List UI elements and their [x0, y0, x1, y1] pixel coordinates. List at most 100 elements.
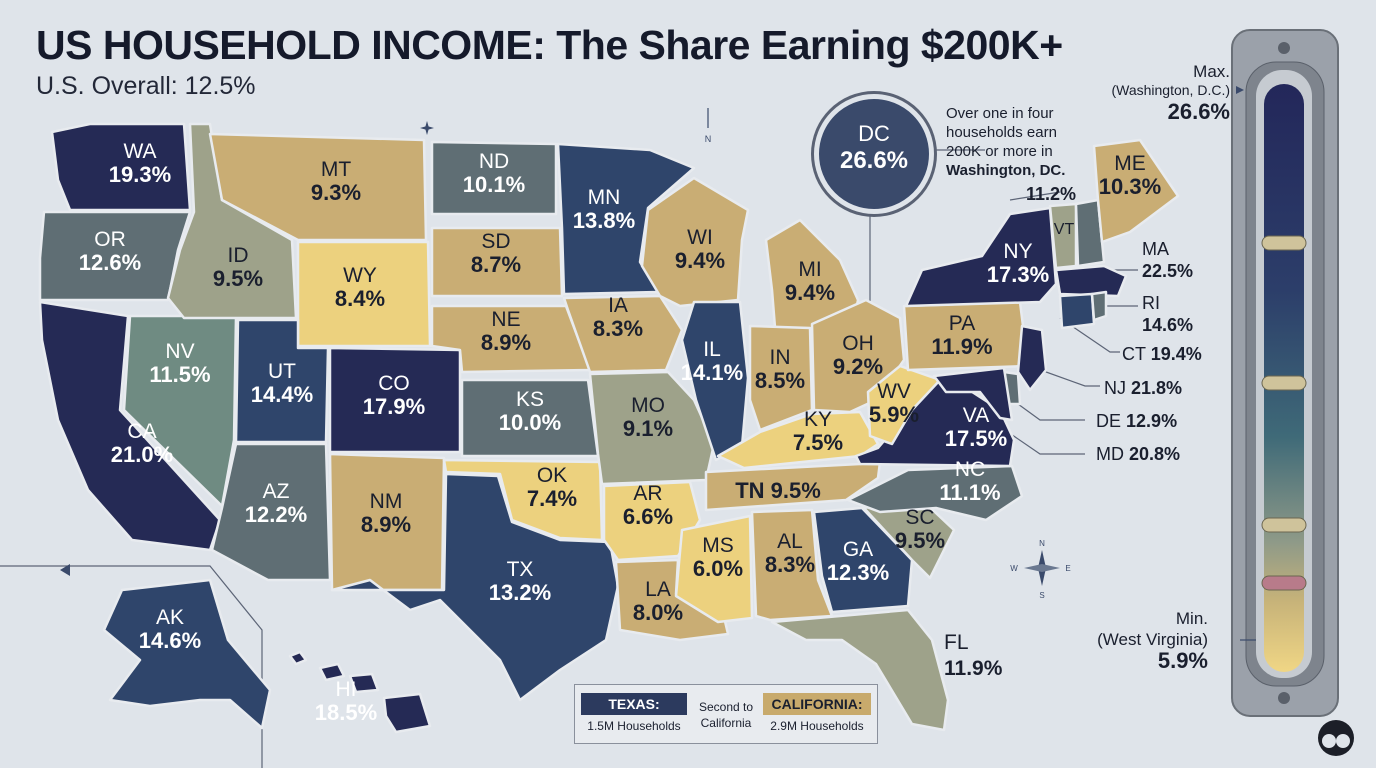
state-ca [38, 300, 222, 552]
nj-callout: NJ 21.8% [1104, 378, 1182, 399]
legend-california-value: 2.9M Households [770, 719, 864, 733]
label-wi-abbr: WI [687, 226, 713, 249]
label-ga-value: 12.3% [827, 560, 889, 585]
gauge-min-title: Min. [1175, 609, 1208, 628]
label-nv-value: 11.5% [149, 362, 210, 387]
label-la-abbr: LA [645, 578, 671, 601]
state-nc [846, 464, 1024, 522]
label-or-abbr: OR [94, 228, 126, 251]
label-oh-value: 9.2% [833, 354, 883, 379]
label-az-value: 12.2% [245, 502, 307, 527]
ri-abbr: RI [1142, 293, 1160, 313]
north-n: N [705, 134, 712, 144]
page-subtitle: U.S. Overall: 12.5% [36, 72, 256, 100]
label-sd-value: 8.7% [471, 252, 521, 277]
state-nj [1016, 324, 1048, 392]
state-ut [234, 318, 330, 444]
state-ny [904, 206, 1058, 308]
compass-n: N [1039, 539, 1045, 548]
md-abbr: MD [1096, 444, 1124, 464]
compass-w: W [1010, 564, 1018, 573]
label-in-value: 8.5% [755, 368, 805, 393]
label-va-value: 17.5% [945, 426, 1007, 451]
state-wa [50, 122, 192, 212]
label-wa-value: 19.3% [109, 162, 171, 187]
state-mo [588, 370, 716, 486]
state-me [1092, 138, 1180, 244]
label-mo-abbr: MO [631, 394, 665, 417]
state-co [328, 346, 462, 454]
label-al-value: 8.3% [765, 552, 815, 577]
star-ornament-icon [420, 121, 434, 135]
md-value: 20.8% [1129, 444, 1181, 464]
brand-logo-icon [1318, 720, 1354, 756]
label-tx-abbr: TX [507, 558, 534, 581]
label-ok-value: 7.4% [527, 486, 577, 511]
label-hi-abbr: HI [336, 678, 357, 701]
label-la-value: 8.0% [633, 600, 683, 625]
dc-note-bold: Washington, DC. [946, 162, 1066, 179]
state-in [748, 324, 814, 432]
vt-value: 11.2% [1026, 184, 1077, 204]
label-nm-value: 8.9% [361, 512, 411, 537]
state-wv [866, 364, 942, 446]
label-ut-abbr: UT [268, 360, 296, 383]
label-nm-abbr: NM [370, 490, 403, 513]
label-ca-value: 21.0% [111, 442, 173, 467]
dc-value: 26.6% [839, 147, 909, 174]
state-nh [1074, 198, 1106, 268]
label-tx-value: 13.2% [489, 580, 551, 605]
label-nc-value: 11.1% [939, 480, 1000, 505]
fl-value: 11.9% [944, 657, 1003, 680]
state-mn [556, 142, 696, 296]
gauge-max-place: (Washington, D.C.) [1111, 82, 1230, 98]
label-ny-value: 17.3% [987, 262, 1049, 287]
label-va-abbr: VA [963, 404, 989, 427]
state-mt [208, 132, 428, 242]
label-nc-abbr: NC [955, 458, 985, 481]
ri-callout: RI 14.6% [1142, 292, 1193, 336]
state-ak [102, 578, 272, 730]
label-il-abbr: IL [703, 338, 721, 361]
state-ms [674, 514, 754, 624]
ma-callout: MA 22.5% [1142, 238, 1193, 282]
label-ga-abbr: GA [843, 538, 873, 561]
gauge-min-value: 5.9% [1157, 648, 1208, 673]
state-vt [1048, 202, 1078, 270]
state-hi [288, 650, 432, 734]
compass-rose-icon: N S E W [1010, 539, 1070, 600]
label-ny-abbr: NY [1003, 240, 1032, 263]
label-id-abbr: ID [228, 244, 249, 267]
ma-value: 22.5% [1142, 261, 1194, 281]
label-tn: TN 9.5% [735, 478, 821, 503]
dc-note-text: Over one in four households earn 200K or… [946, 105, 1057, 160]
label-pa-abbr: PA [949, 312, 975, 335]
label-ar-abbr: AR [633, 482, 662, 505]
label-ut-value: 14.4% [251, 382, 313, 407]
label-wy-value: 8.4% [335, 286, 385, 311]
label-in-abbr: IN [770, 346, 791, 369]
label-co-abbr: CO [378, 372, 410, 395]
label-ks-value: 10.0% [499, 410, 561, 435]
ct-callout: CT 19.4% [1122, 344, 1202, 365]
compass-s: S [1039, 591, 1044, 600]
label-ok-abbr: OK [537, 464, 567, 487]
label-co-value: 17.9% [363, 394, 425, 419]
label-wi-value: 9.4% [675, 248, 725, 273]
north-arrow-icon: N [705, 108, 712, 144]
legend-box: TEXAS: 1.5M Households Second to Califor… [574, 684, 878, 744]
dc-circle: DC 26.6% [814, 94, 934, 214]
label-mi-value: 9.4% [785, 280, 835, 305]
label-ms-abbr: MS [702, 534, 734, 557]
label-ne-abbr: NE [491, 308, 520, 331]
dc-abbr: DC [858, 121, 890, 146]
label-ak-value: 14.6% [139, 628, 201, 653]
arrow-left-icon [60, 564, 70, 576]
label-mt-abbr: MT [321, 158, 351, 181]
label-sc-abbr: SC [905, 506, 934, 529]
label-ak-abbr: AK [156, 606, 184, 629]
de-abbr: DE [1096, 411, 1122, 431]
gauge-max-label: Max. (Washington, D.C.) 26.6% [1111, 62, 1230, 123]
label-ia-abbr: IA [608, 294, 628, 317]
